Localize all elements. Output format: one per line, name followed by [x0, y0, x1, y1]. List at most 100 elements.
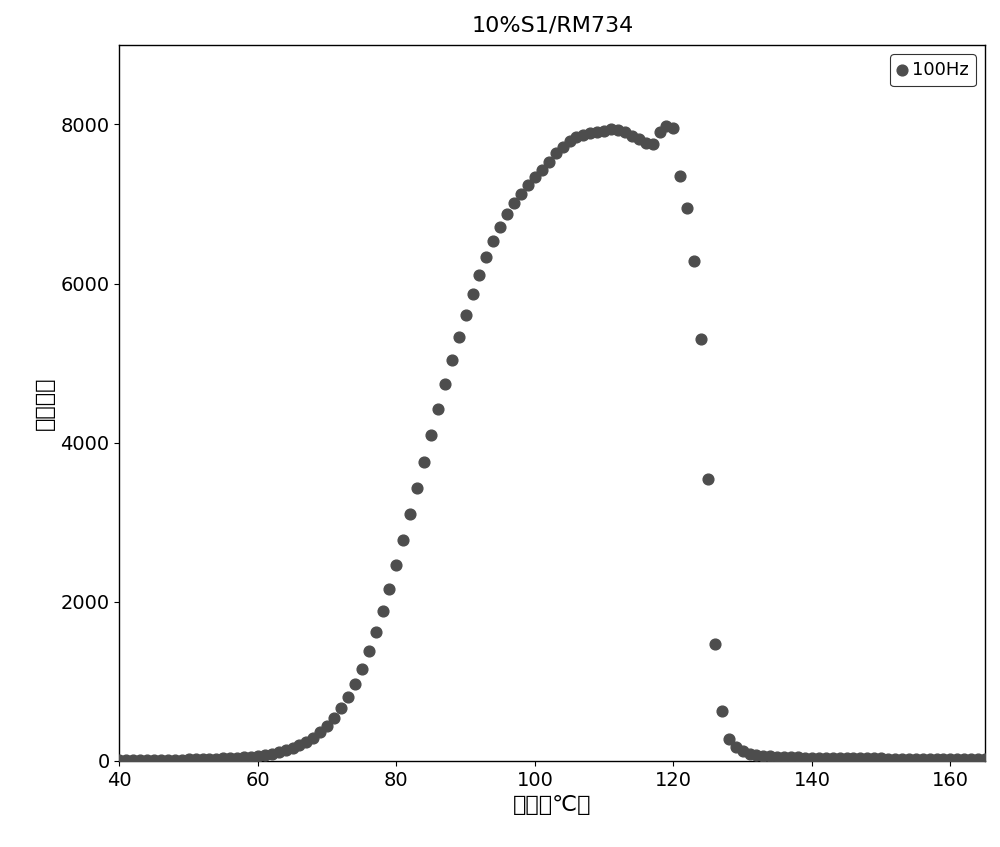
100Hz [693, 332, 709, 346]
100Hz [880, 752, 896, 766]
100Hz [866, 751, 882, 765]
100Hz [520, 178, 536, 191]
100Hz [748, 748, 764, 761]
100Hz [652, 125, 668, 138]
100Hz [541, 155, 557, 169]
100Hz [686, 254, 702, 268]
100Hz [825, 751, 841, 765]
100Hz [111, 753, 127, 767]
100Hz [624, 129, 640, 142]
100Hz [451, 330, 467, 344]
100Hz [465, 287, 481, 301]
100Hz [416, 455, 432, 468]
100Hz [915, 752, 931, 766]
100Hz [381, 582, 397, 595]
100Hz [402, 507, 418, 521]
100Hz [811, 751, 827, 765]
100Hz [527, 170, 543, 184]
100Hz [388, 558, 404, 572]
100Hz [610, 123, 626, 136]
100Hz [236, 750, 252, 764]
100Hz [728, 740, 744, 754]
100Hz [769, 750, 785, 763]
100Hz [977, 753, 993, 767]
100Hz [201, 752, 217, 766]
100Hz [859, 751, 875, 765]
100Hz [492, 220, 508, 234]
100Hz [776, 750, 792, 764]
100Hz [229, 751, 245, 765]
100Hz [368, 625, 384, 639]
100Hz [354, 662, 370, 675]
100Hz [603, 123, 619, 136]
100Hz [790, 750, 806, 764]
100Hz [970, 752, 986, 766]
100Hz [707, 637, 723, 650]
100Hz [568, 130, 584, 144]
100Hz [679, 202, 695, 215]
100Hz [257, 748, 273, 761]
100Hz [742, 747, 758, 761]
100Hz [444, 353, 460, 367]
100Hz [312, 726, 328, 739]
Legend: 100Hz: 100Hz [890, 54, 976, 86]
100Hz [513, 187, 529, 201]
100Hz [298, 735, 314, 749]
Y-axis label: 介电常数: 介电常数 [35, 376, 55, 429]
100Hz [160, 753, 176, 767]
100Hz [478, 251, 494, 264]
100Hz [845, 751, 861, 765]
100Hz [118, 753, 134, 767]
100Hz [437, 377, 453, 390]
100Hz [582, 126, 598, 140]
100Hz [562, 135, 578, 148]
100Hz [319, 719, 335, 733]
100Hz [596, 124, 612, 137]
100Hz [804, 750, 820, 764]
100Hz [139, 753, 155, 767]
100Hz [839, 751, 855, 765]
100Hz [471, 268, 487, 281]
100Hz [174, 753, 190, 767]
100Hz [271, 745, 287, 759]
100Hz [797, 750, 813, 764]
100Hz [340, 690, 356, 704]
100Hz [333, 701, 349, 715]
100Hz [956, 752, 972, 766]
100Hz [894, 752, 910, 766]
100Hz [305, 731, 321, 745]
100Hz [908, 752, 924, 766]
100Hz [949, 752, 965, 766]
100Hz [485, 235, 501, 248]
100Hz [132, 753, 148, 767]
100Hz [575, 128, 591, 141]
100Hz [963, 752, 979, 766]
Title: 10%S1/RM734: 10%S1/RM734 [471, 15, 633, 35]
100Hz [617, 125, 633, 139]
100Hz [395, 533, 411, 546]
100Hz [278, 744, 294, 757]
100Hz [181, 753, 197, 767]
100Hz [887, 752, 903, 766]
100Hz [188, 752, 204, 766]
100Hz [922, 752, 938, 766]
100Hz [873, 751, 889, 765]
100Hz [672, 169, 688, 183]
100Hz [264, 747, 280, 761]
100Hz [347, 677, 363, 690]
100Hz [589, 125, 605, 139]
100Hz [291, 739, 307, 752]
100Hz [215, 751, 231, 765]
100Hz [631, 132, 647, 146]
100Hz [762, 750, 778, 763]
100Hz [250, 749, 266, 762]
100Hz [832, 751, 848, 765]
X-axis label: 温度（℃）: 温度（℃） [513, 795, 591, 815]
100Hz [208, 752, 224, 766]
100Hz [818, 751, 834, 765]
100Hz [555, 140, 571, 153]
100Hz [755, 749, 771, 762]
100Hz [700, 473, 716, 486]
100Hz [735, 745, 751, 758]
100Hz [195, 752, 211, 766]
